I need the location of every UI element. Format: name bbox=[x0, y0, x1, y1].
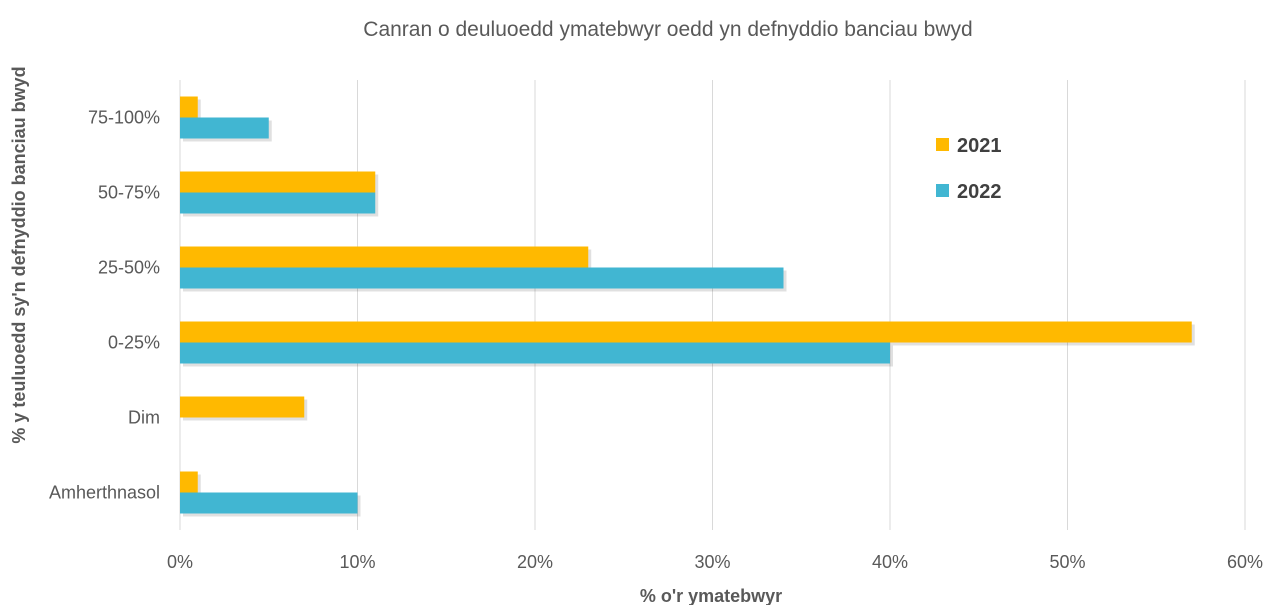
legend-swatch bbox=[936, 184, 949, 197]
y-axis-title: % y teuluoedd sy'n defnyddio banciau bwy… bbox=[9, 66, 29, 443]
x-tick-label: 60% bbox=[1227, 552, 1263, 572]
bar-2021-Amherthnasol bbox=[180, 471, 198, 493]
bars bbox=[180, 96, 1195, 517]
x-tick-label: 0% bbox=[167, 552, 193, 572]
bar-2022-Amherthnasol bbox=[180, 492, 358, 514]
legend-label: 2022 bbox=[957, 181, 1002, 203]
bar-2022-0-25% bbox=[180, 342, 890, 364]
legend-label: 2021 bbox=[957, 135, 1002, 157]
bar-2022-50-75% bbox=[180, 192, 376, 214]
y-tick-label: Amherthnasol bbox=[49, 483, 160, 503]
bar-2021-25-50% bbox=[180, 246, 589, 268]
chart-title: Canran o deuluoedd ymatebwyr oedd yn def… bbox=[363, 18, 972, 41]
bar-2022-25-50% bbox=[180, 267, 784, 289]
x-tick-label: 40% bbox=[872, 552, 908, 572]
bar-2021-0-25% bbox=[180, 321, 1192, 343]
x-tick-label: 20% bbox=[517, 552, 553, 572]
x-tick-label: 30% bbox=[694, 552, 730, 572]
gridlines bbox=[179, 80, 1246, 530]
x-axis-title: % o'r ymatebwyr bbox=[640, 586, 782, 605]
bar-2021-75-100% bbox=[180, 96, 198, 118]
y-tick-label: Dim bbox=[128, 408, 160, 428]
y-tick-label: 50-75% bbox=[98, 183, 160, 203]
x-tick-labels: 0% 10% 20% 30% 40% 50% 60% bbox=[167, 552, 1263, 572]
bar-2022-75-100% bbox=[180, 117, 269, 139]
bar-2021-Dim bbox=[180, 396, 305, 418]
x-tick-label: 50% bbox=[1049, 552, 1085, 572]
legend-swatch bbox=[936, 138, 949, 151]
bar-2021-50-75% bbox=[180, 171, 376, 193]
y-tick-label: 25-50% bbox=[98, 258, 160, 278]
x-tick-label: 10% bbox=[339, 552, 375, 572]
y-tick-label: 75-100% bbox=[88, 108, 160, 128]
y-tick-label: 0-25% bbox=[108, 333, 160, 353]
y-tick-labels: 75-100% 50-75% 25-50% 0-25% Dim Amherthnasol bbox=[49, 108, 160, 503]
legend: 2021 2022 bbox=[936, 135, 1002, 203]
